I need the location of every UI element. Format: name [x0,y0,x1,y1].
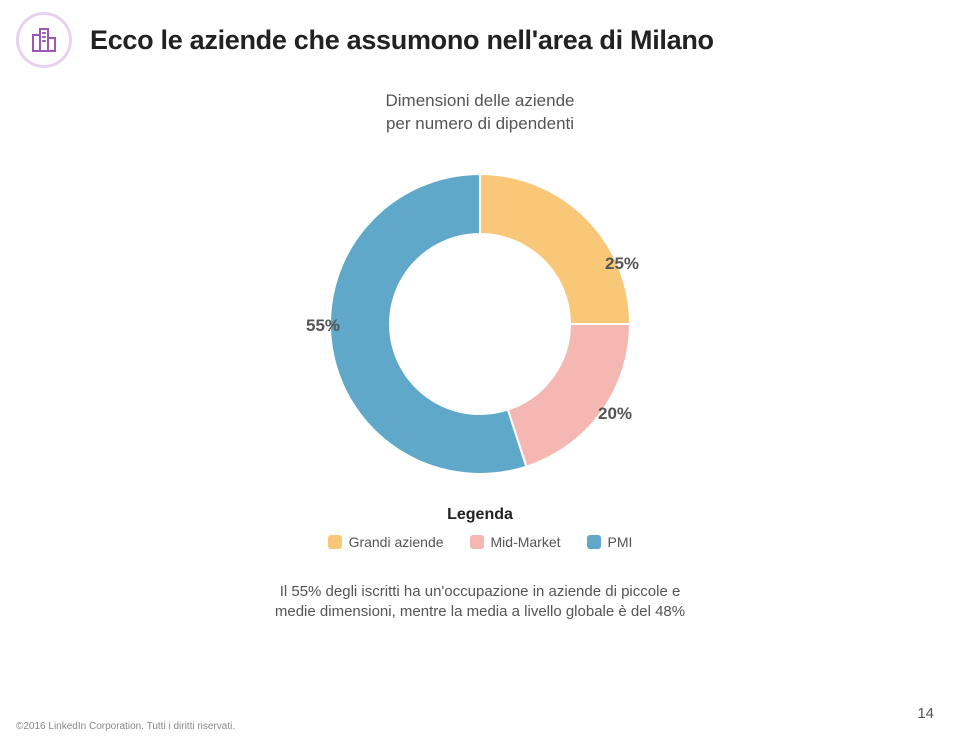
page-header: Ecco le aziende che assumono nell'area d… [0,0,960,68]
caption-line-2: medie dimensioni, mentre la media a live… [0,602,960,622]
slice-percent-label: 55% [306,316,340,336]
donut-slice [480,174,630,324]
slice-percent-label: 25% [605,254,639,274]
slice-percent-label: 20% [598,404,632,424]
donut-chart: 25% 20% 55% [0,154,960,494]
subtitle-line-1: Dimensioni delle aziende [0,90,960,113]
legend-label: Grandi aziende [349,534,444,550]
caption: Il 55% degli iscritti ha un'occupazione … [0,582,960,623]
copyright-footer: ©2016 LinkedIn Corporation. Tutti i diri… [16,721,235,732]
legend-swatch [470,535,484,549]
legend-item: PMI [587,534,633,550]
buildings-icon [16,12,72,68]
donut-svg [310,154,650,494]
legend-items: Grandi aziende Mid-Market PMI [0,534,960,550]
legend-label: Mid-Market [491,534,561,550]
legend-label: PMI [608,534,633,550]
page-number: 14 [917,705,934,722]
legend-title: Legenda [0,506,960,524]
page-title: Ecco le aziende che assumono nell'area d… [90,25,714,56]
donut-slice [508,324,630,467]
caption-line-1: Il 55% degli iscritti ha un'occupazione … [0,582,960,602]
legend: Legenda Grandi aziende Mid-Market PMI [0,506,960,550]
legend-swatch [328,535,342,549]
subtitle-line-2: per numero di dipendenti [0,113,960,136]
donut-holder: 25%20%55% [310,154,650,494]
legend-swatch [587,535,601,549]
legend-item: Mid-Market [470,534,561,550]
chart-subtitle: Dimensioni delle aziende per numero di d… [0,90,960,136]
legend-item: Grandi aziende [328,534,444,550]
